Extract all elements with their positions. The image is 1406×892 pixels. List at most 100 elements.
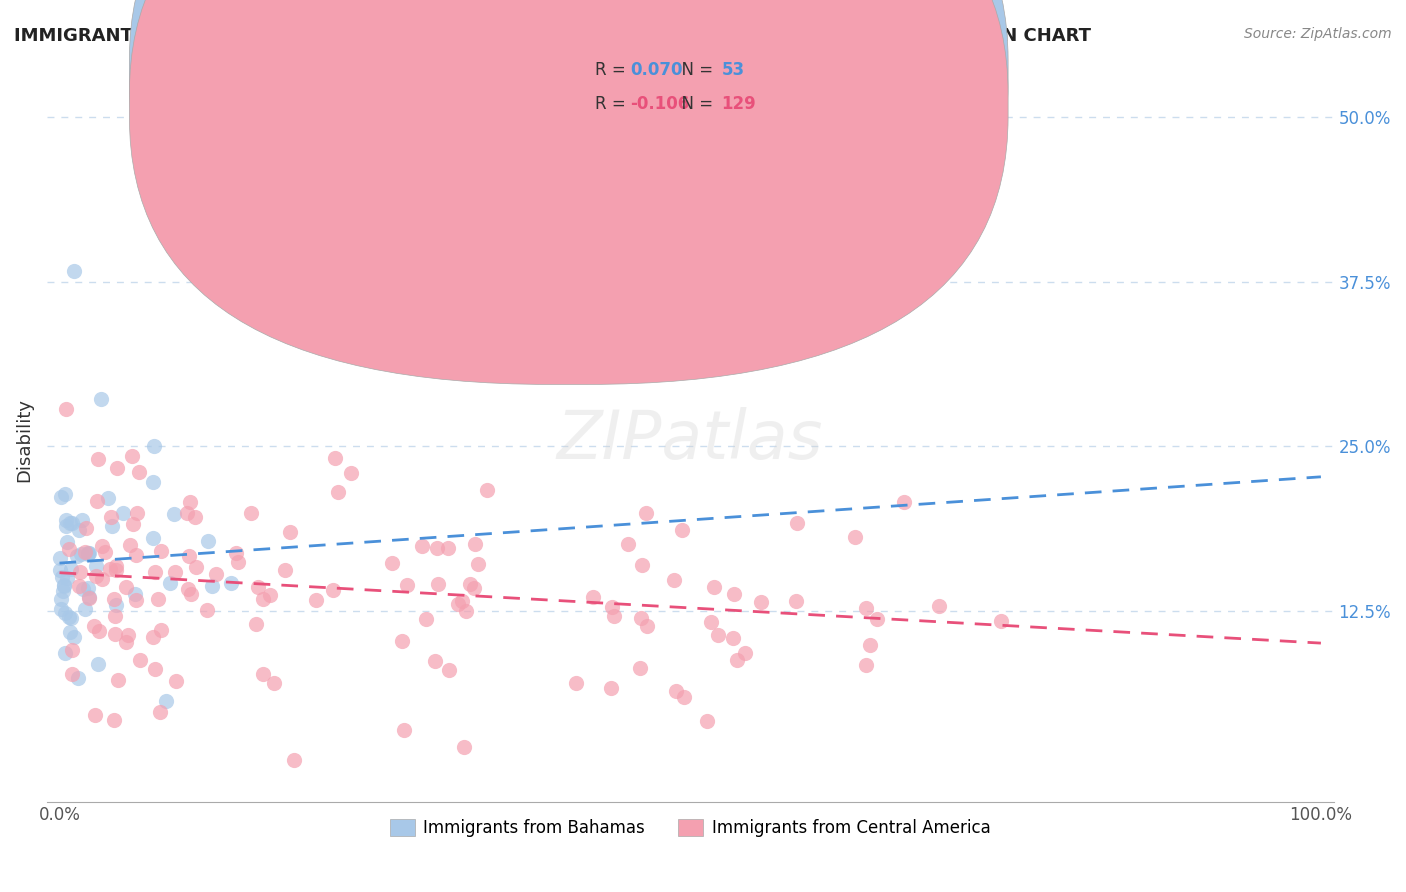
Point <box>447 598 470 612</box>
Point <box>49 602 72 616</box>
Point <box>98 562 121 576</box>
Point <box>125 593 148 607</box>
Point <box>67 524 90 538</box>
Point <box>55 518 77 533</box>
Point <box>86 494 108 508</box>
Point <box>855 658 877 673</box>
Point <box>169 196 191 211</box>
Legend: Immigrants from Bahamas, Immigrants from Central America: Immigrants from Bahamas, Immigrants from… <box>384 813 997 844</box>
Point <box>673 690 696 705</box>
Point <box>179 495 201 509</box>
Point <box>283 753 305 767</box>
Point <box>66 671 89 685</box>
Point <box>723 631 745 645</box>
Point <box>893 495 915 509</box>
Point <box>55 402 77 417</box>
Point <box>252 666 274 681</box>
Point <box>142 475 165 490</box>
Text: R =: R = <box>595 95 631 113</box>
Point <box>259 588 281 602</box>
Point <box>600 600 623 615</box>
Point <box>460 577 482 591</box>
Point <box>197 534 219 549</box>
Point <box>707 628 730 642</box>
Point <box>63 264 86 278</box>
Point <box>723 587 745 601</box>
Point <box>100 510 122 524</box>
Point <box>62 666 84 681</box>
Point <box>125 548 148 562</box>
Point <box>75 521 97 535</box>
Point <box>786 516 808 531</box>
Point <box>464 537 486 551</box>
Point <box>617 537 640 551</box>
Point <box>77 581 100 595</box>
Point <box>104 609 127 624</box>
Point <box>67 578 90 592</box>
Point <box>437 541 460 555</box>
Point <box>177 549 200 563</box>
Point <box>628 661 651 675</box>
Point <box>60 643 83 657</box>
Point <box>111 506 134 520</box>
Point <box>87 657 110 671</box>
Point <box>70 547 93 561</box>
Point <box>631 558 654 572</box>
Point <box>395 577 418 591</box>
Point <box>165 674 187 689</box>
Point <box>104 563 127 577</box>
Point <box>83 619 105 633</box>
Point <box>84 559 107 574</box>
Point <box>148 592 170 607</box>
Point <box>263 675 285 690</box>
Point <box>143 662 166 676</box>
Point <box>391 633 413 648</box>
Point <box>87 624 110 639</box>
Point <box>84 568 107 582</box>
Point <box>928 599 950 613</box>
Point <box>603 609 626 624</box>
Point <box>734 646 756 660</box>
Point <box>844 530 866 544</box>
Point <box>463 582 485 596</box>
Point <box>105 558 128 573</box>
Point <box>118 538 141 552</box>
Point <box>55 513 77 527</box>
Point <box>636 619 658 633</box>
Point <box>252 591 274 606</box>
Point <box>239 506 262 520</box>
Point <box>159 576 181 591</box>
Point <box>451 594 474 608</box>
Point <box>53 577 76 591</box>
Point <box>201 579 224 593</box>
Text: N =: N = <box>671 62 718 79</box>
Point <box>163 508 186 522</box>
Point <box>183 510 205 524</box>
Point <box>467 557 489 571</box>
Point <box>219 575 242 590</box>
Point <box>72 582 94 596</box>
Point <box>150 544 173 558</box>
Point <box>115 581 138 595</box>
Point <box>322 582 344 597</box>
Point <box>855 601 877 615</box>
Point <box>990 615 1012 629</box>
Point <box>90 572 112 586</box>
Point <box>58 609 80 624</box>
Point <box>124 587 146 601</box>
Point <box>94 545 117 559</box>
Point <box>866 612 889 626</box>
Point <box>49 491 72 505</box>
Point <box>274 564 297 578</box>
Point <box>475 483 498 497</box>
Point <box>143 565 166 579</box>
Point <box>55 486 77 500</box>
Text: 0.070: 0.070 <box>630 62 682 79</box>
Point <box>700 615 723 629</box>
Point <box>105 460 128 475</box>
Point <box>125 506 148 520</box>
Point <box>122 516 145 531</box>
Text: R =: R = <box>595 62 631 79</box>
Point <box>142 531 165 545</box>
Point <box>749 595 772 609</box>
